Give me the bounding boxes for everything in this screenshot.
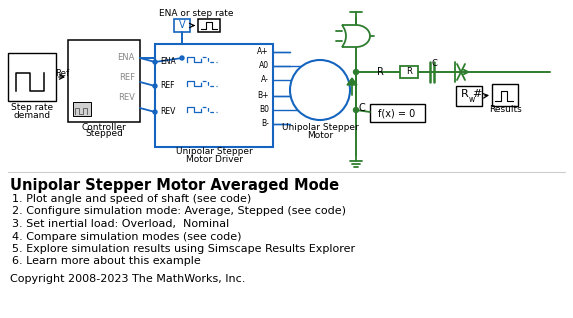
Text: ENA: ENA — [117, 53, 135, 63]
Text: #: # — [472, 89, 482, 99]
Text: Motor: Motor — [307, 130, 333, 140]
Bar — [370, 104, 425, 122]
Text: Step rate: Step rate — [11, 103, 53, 113]
Circle shape — [180, 56, 184, 60]
Text: R: R — [406, 67, 412, 77]
Circle shape — [153, 60, 157, 64]
Bar — [400, 66, 418, 78]
Text: R: R — [376, 67, 383, 77]
Text: 6. Learn more about this example: 6. Learn more about this example — [12, 257, 201, 266]
Bar — [73, 102, 91, 116]
Text: Ref: Ref — [55, 68, 69, 78]
Text: Controller: Controller — [81, 122, 127, 132]
Circle shape — [153, 84, 157, 88]
Text: ENA: ENA — [160, 58, 176, 66]
Text: ENA or step rate: ENA or step rate — [159, 9, 233, 17]
Text: Results: Results — [489, 106, 521, 114]
Bar — [155, 44, 273, 147]
Bar — [456, 86, 482, 106]
Text: w: w — [469, 94, 475, 103]
Text: B+: B+ — [257, 92, 269, 100]
Text: C: C — [431, 59, 437, 67]
Text: A-: A- — [261, 75, 269, 85]
Text: f(x) = 0: f(x) = 0 — [378, 108, 415, 118]
Bar — [198, 19, 220, 32]
Text: 1. Plot angle and speed of shaft (see code): 1. Plot angle and speed of shaft (see co… — [12, 194, 251, 204]
Text: 4. Compare simulation modes (see code): 4. Compare simulation modes (see code) — [12, 232, 241, 241]
Text: Copyright 2008-2023 The MathWorks, Inc.: Copyright 2008-2023 The MathWorks, Inc. — [10, 274, 245, 284]
Text: 3. Set inertial load: Overload,  Nominal: 3. Set inertial load: Overload, Nominal — [12, 219, 229, 229]
Text: V: V — [179, 20, 185, 31]
Text: 2. Configure simulation mode: Average, Stepped (see code): 2. Configure simulation mode: Average, S… — [12, 206, 346, 217]
Text: B0: B0 — [259, 106, 269, 114]
Text: Motor Driver: Motor Driver — [186, 155, 242, 163]
Text: C: C — [359, 103, 366, 113]
Text: R: R — [461, 89, 469, 99]
Text: 5. Explore simulation results using Simscape Results Explorer: 5. Explore simulation results using Sims… — [12, 244, 355, 254]
Text: REF: REF — [119, 73, 135, 82]
Text: REF: REF — [160, 81, 175, 91]
Circle shape — [354, 107, 359, 113]
Bar — [8, 53, 56, 101]
Polygon shape — [347, 78, 357, 85]
Circle shape — [354, 70, 359, 74]
Text: REV: REV — [118, 93, 135, 102]
Text: Unipolar Stepper: Unipolar Stepper — [281, 123, 358, 133]
Text: B-: B- — [261, 120, 269, 128]
Bar — [492, 84, 518, 106]
Bar — [174, 19, 190, 32]
Circle shape — [153, 110, 157, 114]
Text: demand: demand — [13, 110, 50, 120]
Circle shape — [290, 60, 350, 120]
Text: A0: A0 — [259, 61, 269, 71]
Text: A+: A+ — [257, 47, 269, 57]
Text: Unipolar Stepper: Unipolar Stepper — [176, 148, 252, 156]
Text: REV: REV — [160, 107, 175, 116]
Text: Unipolar Stepper Motor Averaged Mode: Unipolar Stepper Motor Averaged Mode — [10, 178, 339, 193]
Text: Stepped: Stepped — [85, 129, 123, 139]
Polygon shape — [342, 25, 370, 47]
Bar — [68, 40, 140, 122]
